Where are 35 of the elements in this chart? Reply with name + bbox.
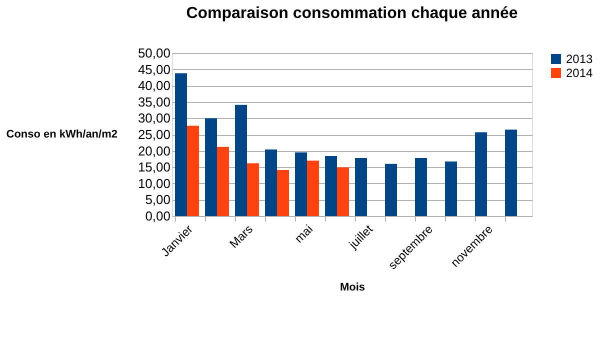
bar: [265, 149, 277, 216]
chart-title: Comparaison consommation chaque année: [186, 5, 518, 22]
y-tick-label: 10,00: [138, 176, 170, 191]
y-tick-label: 40,00: [138, 78, 170, 94]
x-tick-label: mai: [292, 222, 316, 246]
y-tick-label: 15,00: [138, 160, 170, 175]
bar: [205, 118, 217, 216]
bar: [325, 156, 337, 216]
y-tick-label: 50,00: [138, 46, 170, 60]
legend-label: 2014: [566, 66, 594, 80]
y-tick-label: 25,00: [138, 127, 170, 142]
bar: [175, 73, 187, 216]
bar: [385, 164, 397, 216]
bar: [295, 152, 307, 216]
bar: [337, 167, 349, 216]
x-axis-title: Mois: [340, 281, 366, 294]
bar: [187, 126, 199, 216]
bar: [415, 158, 427, 216]
bar: [217, 146, 229, 216]
y-tick-label: 0,00: [145, 208, 170, 224]
bar: [247, 163, 259, 216]
bar: [307, 160, 319, 216]
y-tick-label: 30,00: [138, 110, 170, 126]
bar: [445, 162, 457, 216]
bar: [235, 104, 247, 216]
legend-label: 2013: [566, 52, 594, 66]
y-axis-title: Conso en kWh/an/m2: [6, 128, 118, 140]
y-tick-label: 20,00: [138, 143, 170, 158]
bar: [505, 130, 517, 216]
bar: [475, 132, 487, 216]
bar: [277, 170, 289, 216]
y-tick-label: 35,00: [138, 94, 170, 110]
y-tick-label: 45,00: [138, 62, 170, 77]
bar: [355, 158, 367, 216]
y-tick-label: 5,00: [145, 192, 170, 208]
